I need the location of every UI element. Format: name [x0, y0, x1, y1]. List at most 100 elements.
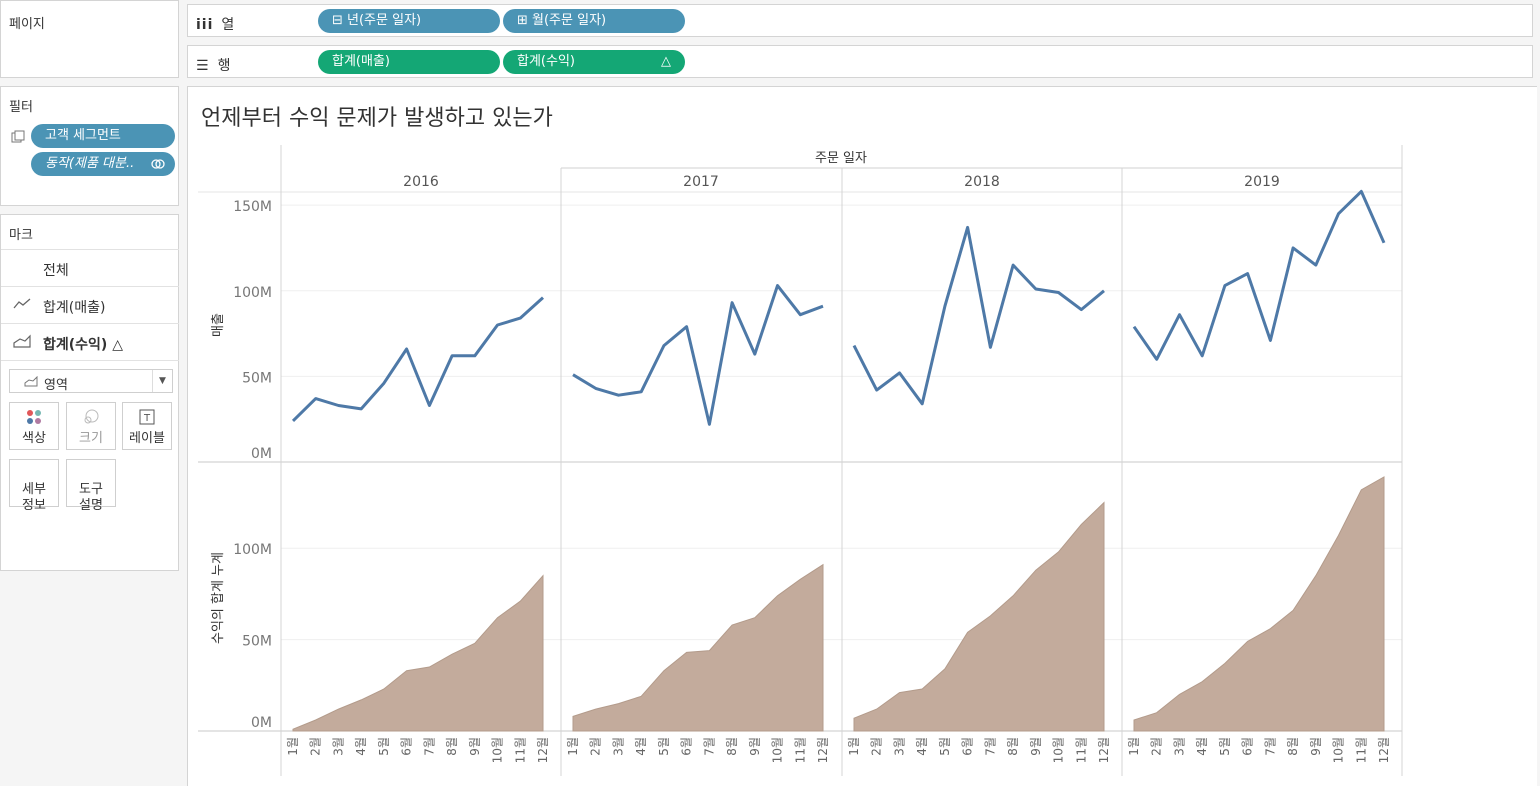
x-tick-label: 2월 — [870, 737, 884, 756]
label-card-button[interactable]: T 레이블 — [122, 402, 172, 450]
x-tick-label: 1월 — [1127, 737, 1141, 756]
size-card-label: 크기 — [79, 431, 103, 446]
filter-pill-label: 동작(제품 대분.. — [45, 156, 135, 171]
x-tick-label: 2월 — [309, 737, 323, 756]
x-tick-label: 11월 — [513, 737, 527, 763]
marks-row-label: 합계(수익) △ — [43, 337, 123, 353]
x-tick-label: 9월 — [1309, 737, 1323, 756]
x-tick-label: 9월 — [468, 737, 482, 756]
marks-panel: 마크 전체 합계(매출) 합계(수익) △ 영역 ▼ 색상 크기 T 레이블 세 — [0, 214, 179, 571]
y-tick-label: 0M — [251, 715, 272, 731]
column-pill-year[interactable]: ⊟ 년(주문 일자) — [318, 9, 500, 33]
rows-shelf[interactable]: ☰ 행 합계(매출) 합계(수익) △ — [187, 45, 1533, 78]
label-card-label: 레이블 — [129, 431, 165, 446]
columns-shelf[interactable]: iii 열 ⊟ 년(주문 일자) ⊞ 월(주문 일자) — [187, 4, 1533, 37]
area-mark-icon — [24, 376, 38, 387]
marks-row-sales[interactable]: 합계(매출) — [1, 286, 179, 323]
profit-area-2017 — [572, 563, 824, 732]
filter-pill-label: 고객 세그먼트 — [45, 128, 121, 143]
rows-shelf-label: ☰ 행 — [196, 58, 231, 74]
y-tick-label: 0M — [251, 446, 272, 462]
profit-area-2019 — [1133, 476, 1385, 732]
row-pill-label: 합계(매출) — [332, 54, 390, 69]
mark-type-dropdown[interactable]: 영역 ▼ — [9, 369, 173, 393]
x-tick-label: 4월 — [915, 737, 929, 756]
x-tick-label: 10월 — [771, 737, 785, 763]
link-icon — [151, 159, 165, 169]
x-tick-label: 5월 — [1218, 737, 1232, 756]
x-tick-label: 9월 — [1029, 737, 1043, 756]
y-axis-title: 매출 — [211, 313, 226, 337]
dropdown-arrow-icon: ▼ — [152, 370, 172, 392]
x-tick-label: 12월 — [1377, 737, 1391, 763]
y-tick-label: 100M — [233, 542, 272, 558]
column-header-label: 주문 일자 — [815, 151, 867, 166]
x-tick-label: 8월 — [445, 737, 459, 756]
year-header-label: 2019 — [1244, 174, 1280, 190]
x-tick-label: 5월 — [377, 737, 391, 756]
x-tick-label: 7월 — [422, 737, 436, 756]
y-tick-label: 150M — [233, 199, 272, 215]
x-tick-label: 4월 — [634, 737, 648, 756]
profit-area-2016 — [292, 574, 544, 732]
x-tick-label: 5월 — [657, 737, 671, 756]
x-tick-label: 7월 — [1263, 737, 1277, 756]
profit-area-2018 — [853, 501, 1105, 732]
x-tick-label: 2월 — [1150, 737, 1164, 756]
x-tick-label: 12월 — [1097, 737, 1111, 763]
marks-row-all[interactable]: 전체 — [1, 249, 179, 286]
year-header-label: 2017 — [683, 174, 719, 190]
x-tick-label: 11월 — [793, 737, 807, 763]
column-pill-month[interactable]: ⊞ 월(주문 일자) — [503, 9, 685, 33]
x-tick-label: 6월 — [680, 737, 694, 756]
tooltip-card-button[interactable]: 도구 설명 — [66, 459, 116, 513]
detail-card-button[interactable]: 세부 정보 — [9, 459, 59, 513]
mark-type-label: 영역 — [44, 378, 68, 393]
filter-pill-customer-segment[interactable]: 고객 세그먼트 — [31, 124, 175, 148]
y-tick-label: 50M — [242, 370, 272, 386]
sales-line-2016 — [291, 296, 545, 422]
x-tick-label: 10월 — [491, 737, 505, 763]
x-tick-label: 5월 — [938, 737, 952, 756]
x-tick-label: 11월 — [1074, 737, 1088, 763]
columns-shelf-label: iii 열 — [196, 17, 235, 33]
x-tick-label: 1월 — [847, 737, 861, 756]
svg-text:T: T — [143, 413, 151, 424]
text-label-icon: T — [139, 409, 155, 425]
x-tick-label: 3월 — [332, 737, 346, 756]
x-tick-label: 12월 — [536, 737, 550, 763]
color-dots-icon — [27, 410, 41, 424]
y-tick-label: 100M — [233, 285, 272, 301]
marks-row-profit[interactable]: 합계(수익) △ — [1, 323, 179, 361]
x-tick-label: 7월 — [983, 737, 997, 756]
x-tick-label: 10월 — [1332, 737, 1346, 763]
marks-panel-title: 마크 — [9, 228, 33, 243]
y-tick-label: 50M — [242, 634, 272, 650]
detail-card-label: 세부 정보 — [22, 482, 46, 513]
x-tick-label: 10월 — [1052, 737, 1066, 763]
view-title: 언제부터 수익 문제가 발생하고 있는가 — [201, 106, 553, 131]
x-tick-label: 1월 — [566, 737, 580, 756]
x-tick-label: 6월 — [1241, 737, 1255, 756]
row-pill-label: 합계(수익) — [517, 54, 575, 69]
x-tick-label: 3월 — [893, 737, 907, 756]
size-circles-icon — [84, 409, 99, 424]
size-card-button[interactable]: 크기 — [66, 402, 116, 450]
columns-icon: iii — [196, 17, 214, 33]
line-mark-icon — [13, 298, 31, 309]
row-pill-sales[interactable]: 합계(매출) — [318, 50, 500, 74]
x-tick-label: 3월 — [1173, 737, 1187, 756]
marks-row-label: 합계(매출) — [43, 300, 106, 316]
pages-panel-title: 페이지 — [9, 17, 45, 32]
sales-line-2018 — [852, 225, 1105, 406]
rows-icon: ☰ — [196, 58, 210, 74]
pages-panel[interactable]: 페이지 — [0, 0, 179, 78]
sales-line-2017 — [572, 284, 824, 426]
color-card-button[interactable]: 색상 — [9, 402, 59, 450]
filter-pill-action[interactable]: 동작(제품 대분.. — [31, 152, 175, 176]
y-axis-title: 수익의 합계 누계 — [211, 552, 226, 644]
filters-panel-title: 필터 — [9, 100, 33, 115]
x-tick-label: 12월 — [816, 737, 830, 763]
marks-row-label: 전체 — [43, 263, 69, 279]
row-pill-profit[interactable]: 합계(수익) △ — [503, 50, 685, 74]
